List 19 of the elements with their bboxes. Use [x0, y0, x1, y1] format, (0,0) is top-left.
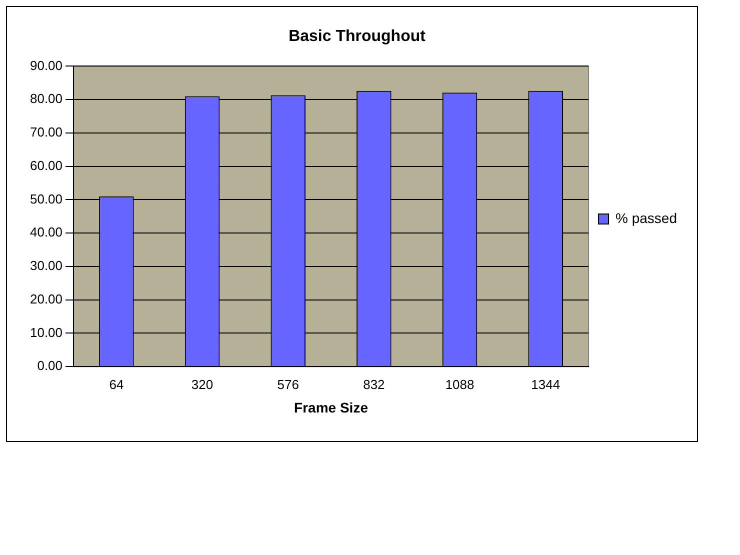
x-tick-label: 1088 — [445, 376, 474, 392]
y-tick-label: 60.00 — [30, 158, 63, 173]
x-tick-label: 320 — [191, 376, 214, 392]
y-tick-label: 10.00 — [30, 324, 63, 340]
y-tick-label: 30.00 — [30, 258, 63, 274]
y-tick-label: 0.00 — [37, 358, 63, 374]
x-axis-title: Frame Size — [294, 399, 368, 416]
y-tick-label: 50.00 — [30, 191, 63, 206]
y-tick-label: 20.00 — [30, 291, 63, 306]
legend-label: % passed — [616, 210, 677, 226]
x-tick-label: 64 — [109, 376, 124, 392]
y-tick-label: 80.00 — [30, 91, 63, 106]
x-tick-label: 832 — [363, 376, 385, 392]
y-tick-label: 40.00 — [30, 224, 63, 240]
chart-title: Basic Throughout — [288, 28, 426, 46]
y-tick-label: 70.00 — [30, 124, 63, 140]
x-tick-label: 1344 — [531, 376, 560, 392]
y-tick-label: 90.00 — [30, 58, 63, 73]
x-tick-label: 576 — [277, 376, 299, 392]
